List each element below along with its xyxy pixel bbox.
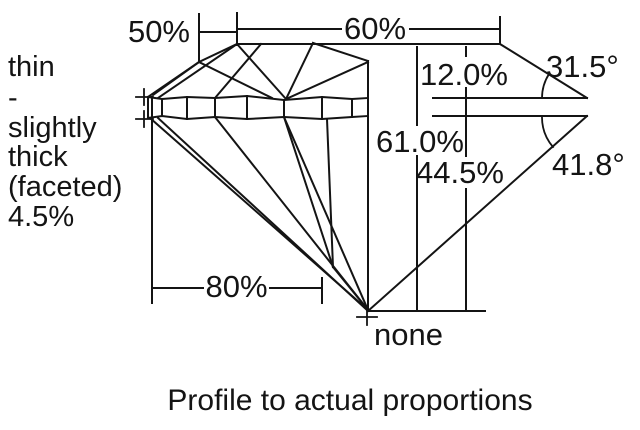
depth-dimension-lines	[416, 46, 467, 312]
crown-angle-arc	[541, 72, 551, 99]
girdle-text-line-1: thin	[8, 51, 55, 83]
pavilion-depth-label: 44.5%	[416, 155, 504, 190]
table-dimension	[236, 16, 501, 45]
culet-label: none	[374, 317, 443, 352]
girdle-text-line-4: thick	[8, 141, 68, 173]
diagram-caption: Profile to actual proportions	[167, 384, 533, 417]
girdle-percent-label: 4.5%	[8, 201, 75, 233]
crown-facet-lines	[146, 41, 501, 101]
table-width-label: 60%	[343, 11, 407, 46]
lower-girdle-dimension	[151, 117, 323, 304]
pavilion-facet-lines	[148, 60, 370, 313]
pavilion-angle-lines	[366, 114, 589, 313]
girdle-text-line-5: (faceted)	[8, 171, 123, 203]
pavilion-angle-label: 41.8°	[552, 147, 625, 182]
girdle-band	[146, 94, 370, 121]
culet-cross-mark	[356, 308, 378, 326]
star-length-label: 50%	[127, 14, 190, 49]
lower-girdle-label: 80%	[205, 269, 268, 304]
crown-angle-lines	[498, 42, 589, 100]
star-length-dimension	[198, 12, 238, 63]
total-depth-label: 61.0%	[376, 124, 464, 159]
crown-angle-label: 31.5°	[546, 49, 619, 84]
pavilion-angle-arc	[541, 115, 555, 149]
culet-baseline	[356, 308, 486, 326]
girdle-plane-lines	[432, 97, 588, 117]
crown-height-label: 12.0%	[420, 57, 508, 92]
girdle-text-line-2: -	[8, 82, 18, 114]
girdle-text-line-3: slightly	[8, 112, 97, 144]
